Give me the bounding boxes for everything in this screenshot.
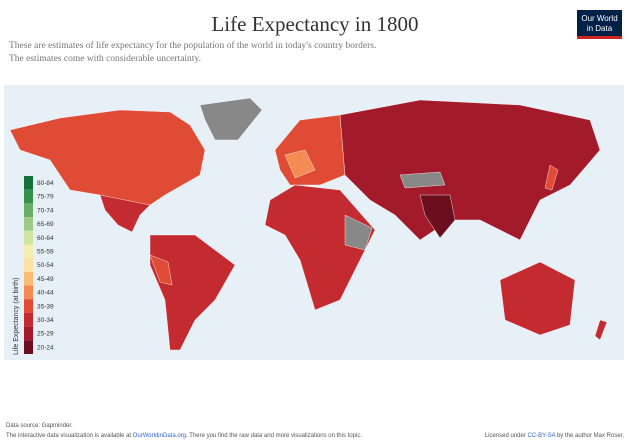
legend-swatch (24, 244, 33, 259)
footer-text: by the author Max Roser. (555, 433, 624, 439)
legend-label: 25-29 (37, 331, 54, 338)
mongolia-no-data (399, 171, 446, 189)
legend-label: 45-49 (37, 276, 54, 283)
western-europe (284, 149, 316, 179)
australia (499, 261, 576, 336)
footer-source: Data source: Gapminder. (6, 423, 73, 429)
footer-note: The interactive data visualization is av… (6, 433, 362, 439)
south-asia (419, 194, 456, 239)
footer-license: Licensed under CC-BY-SA by the author Ma… (485, 433, 625, 439)
legend-swatch (24, 176, 33, 190)
south-america (149, 234, 236, 351)
legend-swatch (24, 271, 33, 286)
peru (149, 254, 173, 286)
legend-label: 30-34 (37, 317, 54, 324)
greenland (199, 97, 263, 141)
logo-stripe (577, 36, 622, 39)
north-america (9, 109, 206, 206)
legend-title: Life Expectancy (at birth) (13, 278, 20, 355)
japan (544, 164, 559, 191)
footer-text: The interactive data visualization is av… (6, 433, 133, 439)
footer-link[interactable]: CC-BY-SA (528, 433, 556, 439)
subtitle: The estimates come with considerable unc… (9, 54, 201, 64)
logo-text: in Data (587, 24, 613, 33)
title: Life Expectancy in 1800 (211, 12, 418, 36)
east-africa-no-data (344, 214, 373, 251)
footer-link[interactable]: OurWorldinData.org (133, 433, 186, 439)
countries (9, 97, 608, 351)
legend-swatch (24, 312, 33, 327)
logo-text: Our World (581, 14, 617, 23)
legend-label: 70-74 (37, 207, 54, 214)
legend-swatch (24, 326, 33, 341)
legend: 80-84 75-79 70-74 65-69 60-64 55-59 50-54 45-49… (24, 176, 54, 354)
asia (339, 99, 601, 241)
legend-label: 50-54 (37, 262, 54, 269)
footer-text: . There you find the raw data and more v… (186, 433, 362, 439)
legend-label: 65-69 (37, 221, 54, 228)
subtitle: These are estimates of life expectancy f… (9, 40, 376, 51)
legend-swatch (24, 189, 33, 204)
legend-swatch (24, 285, 33, 300)
legend-label: 75-79 (37, 194, 54, 201)
legend-swatch (24, 299, 33, 313)
logo[interactable]: Our World in Data (577, 10, 622, 39)
logo-box (577, 10, 622, 39)
legend-swatch (24, 203, 33, 218)
new-zealand (594, 319, 608, 341)
mexico (99, 194, 151, 233)
legend-label: 40-44 (37, 290, 54, 297)
legend-label: 80-84 (37, 180, 54, 187)
legend-swatch (24, 258, 33, 272)
legend-label: 55-59 (37, 249, 54, 256)
legend-swatch (24, 230, 33, 245)
legend-swatch (24, 340, 33, 354)
legend-label: 60-64 (37, 235, 54, 242)
legend-swatch (24, 217, 33, 231)
legend-label: 35-39 (37, 303, 54, 310)
legend-label: 20-24 (37, 344, 54, 351)
footer-text: Licensed under (485, 433, 528, 439)
